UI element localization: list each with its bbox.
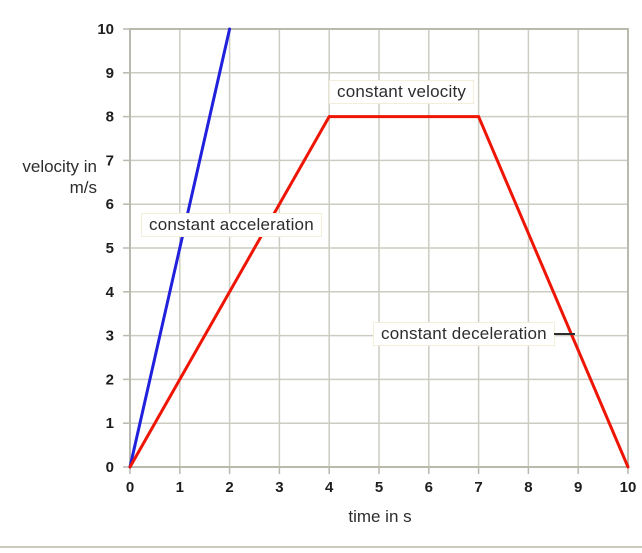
- x-tick-label: 2: [225, 479, 233, 496]
- bottom-divider-rule: [0, 546, 642, 548]
- trapezoid-motion-line: [128, 115, 630, 469]
- x-tick-label: 9: [574, 479, 582, 496]
- y-tick-label: 2: [106, 371, 114, 388]
- x-tick-label: 1: [176, 479, 184, 496]
- y-tick-label: 7: [106, 152, 114, 169]
- x-tick-label: 7: [474, 479, 482, 496]
- y-tick-label: 8: [106, 109, 114, 126]
- x-tick-label: 6: [425, 479, 433, 496]
- y-tick-label: 0: [106, 459, 114, 476]
- y-tick-label: 4: [106, 284, 115, 301]
- y-tick-label: 5: [106, 240, 114, 257]
- x-tick-label: 3: [275, 479, 283, 496]
- deceleration-leader-line: [553, 333, 575, 335]
- y-tick-label: 1: [106, 415, 114, 432]
- x-tick-label: 5: [375, 479, 383, 496]
- y-tick-label: 10: [97, 21, 114, 38]
- x-axis-label: time in s: [348, 507, 412, 526]
- y-tick-label: 3: [106, 328, 114, 345]
- x-tick-label: 0: [126, 479, 134, 496]
- y-axis-label-line2: m/s: [69, 178, 97, 197]
- annotation-constant-deceleration: constant deceleration: [373, 322, 575, 346]
- plot-frame: [129, 28, 629, 468]
- x-tick-label: 10: [620, 479, 637, 496]
- annotation-constant-deceleration-text: constant deceleration: [381, 324, 547, 343]
- y-tick-label: 9: [106, 65, 114, 82]
- annotation-constant-acceleration: constant acceleration: [141, 213, 322, 237]
- y-axis-label: velocity in m/s: [0, 156, 97, 198]
- y-tick-label: 6: [106, 196, 114, 213]
- x-tick-label: 8: [524, 479, 532, 496]
- constant-acceleration-steep-line: [128, 27, 232, 469]
- y-axis-label-line1: velocity in: [22, 157, 97, 176]
- annotation-constant-velocity: constant velocity: [329, 80, 475, 104]
- x-tick-label: 4: [325, 479, 334, 496]
